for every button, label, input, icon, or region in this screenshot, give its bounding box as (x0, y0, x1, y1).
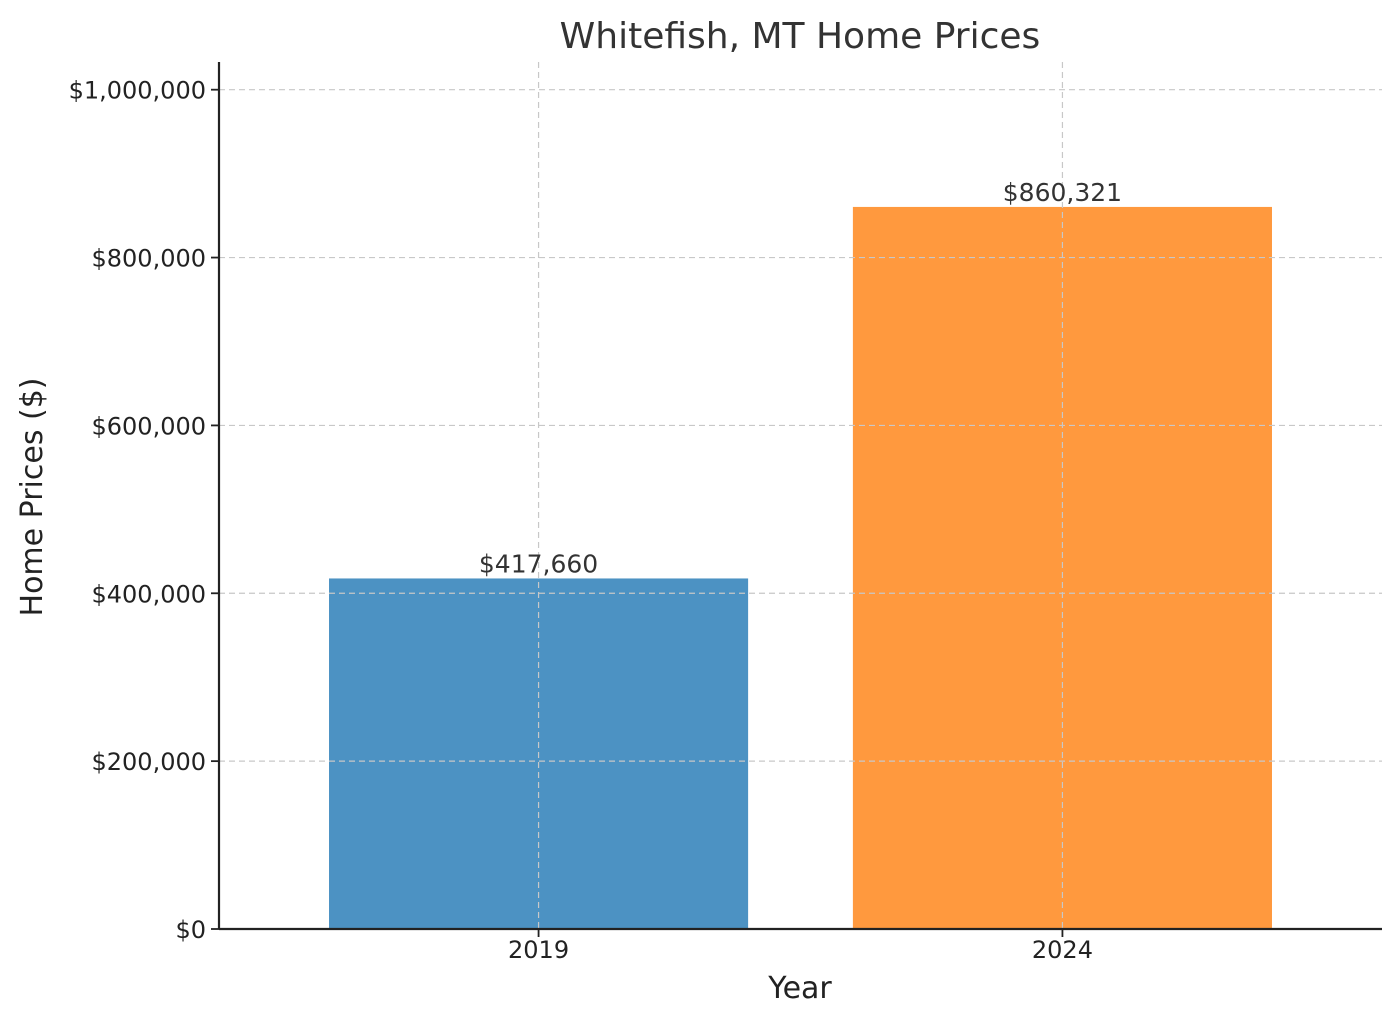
bars (329, 206, 1272, 930)
x-tick-label: 2024 (1032, 936, 1093, 964)
y-axis-label: Home Prices ($) (15, 378, 50, 617)
y-tick-label: $0 (175, 916, 206, 944)
labels: $0 $200,000 $400,000 $600,000 $800,000 $1,000… (69, 77, 1123, 964)
y-tick-label: $400,000 (91, 580, 206, 608)
x-axis-label: Year (767, 971, 832, 1006)
y-tick-label: $600,000 (91, 412, 206, 440)
axes (211, 62, 1382, 937)
grid (219, 62, 1382, 929)
chart-title: Whitefish, MT Home Prices (560, 16, 1041, 57)
y-tick-label: $200,000 (91, 748, 206, 776)
y-tick-label: $1,000,000 (69, 77, 206, 105)
y-tick-label: $800,000 (91, 245, 206, 273)
data-label: $417,660 (479, 549, 598, 578)
x-tick-label: 2019 (508, 936, 569, 964)
data-label: $860,321 (1003, 178, 1122, 207)
